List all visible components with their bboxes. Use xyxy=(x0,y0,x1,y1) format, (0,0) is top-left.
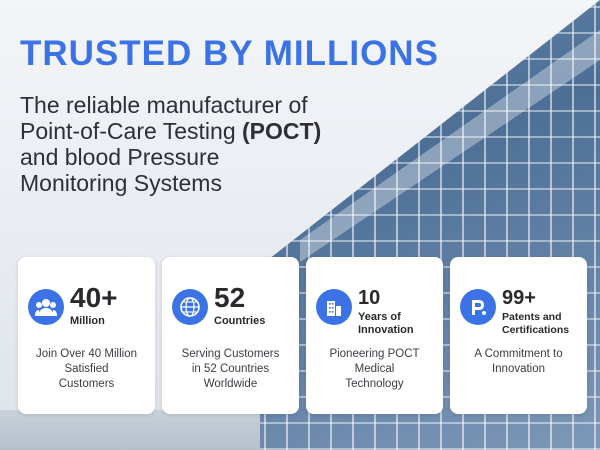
desc-line: Medical xyxy=(354,363,395,375)
stat-card-customers: 40+ Million Join Over 40 Million Satisfi… xyxy=(18,257,155,414)
subhead-line-3: and blood Pressure xyxy=(20,144,220,170)
desc-line: Join Over 40 Million xyxy=(36,348,137,360)
people-icon xyxy=(28,289,64,325)
desc-line: in 52 Countries xyxy=(191,363,270,375)
desc-line: Pioneering POCT xyxy=(329,348,420,360)
stat-card-countries: 52 Countries Serving Customers in 52 Cou… xyxy=(162,257,299,414)
desc-line: Technology xyxy=(345,378,404,390)
stat-card-years: 10 Years of Innovation Pioneering POCT M… xyxy=(306,257,443,414)
patent-icon xyxy=(460,289,496,325)
stat-unit-line: Years of xyxy=(358,311,401,323)
desc-line: Serving Customers xyxy=(181,348,280,360)
subhead-line-1: The reliable manufacturer of xyxy=(20,92,308,118)
desc-line: A Commitment to xyxy=(474,348,563,360)
stat-description: Join Over 40 Million Satisfied Customers xyxy=(24,347,149,392)
stat-value: 10 xyxy=(358,287,381,309)
stat-value: 40+ xyxy=(70,282,118,313)
desc-line: Innovation xyxy=(491,363,546,375)
stat-unit-line: Patents and xyxy=(502,311,562,323)
stat-unit: Countries xyxy=(214,315,265,328)
desc-line: Worldwide xyxy=(203,378,258,390)
subhead-line-4: Monitoring Systems xyxy=(20,170,222,196)
low-building xyxy=(0,410,260,450)
stat-unit-line: Million xyxy=(70,315,105,327)
stat-value: 99+ xyxy=(502,287,536,309)
building-icon xyxy=(316,289,352,325)
stat-unit-line: Countries xyxy=(214,315,266,327)
stat-description: Serving Customers in 52 Countries Worldw… xyxy=(168,347,293,392)
desc-line: Customers xyxy=(58,378,115,390)
stat-unit: Years of Innovation xyxy=(358,311,414,337)
subheadline: The reliable manufacturer of Point-of-Ca… xyxy=(20,92,400,196)
subhead-line-2: Point-of-Care Testing xyxy=(20,118,243,144)
stat-unit: Patents and Certifications xyxy=(502,311,569,337)
desc-line: Satisfied xyxy=(64,363,109,375)
globe-icon xyxy=(172,289,208,325)
stat-value: 52 xyxy=(214,282,246,313)
stat-unit-line: Innovation xyxy=(358,324,414,336)
headline: TRUSTED BY MILLIONS xyxy=(20,34,439,73)
stat-unit: Million xyxy=(70,315,105,328)
stat-card-patents: 99+ Patents and Certifications A Commitm… xyxy=(450,257,587,414)
stat-unit-line: Certifications xyxy=(502,324,570,336)
stat-description: A Commitment to Innovation xyxy=(456,347,581,377)
subhead-poct: (POCT) xyxy=(242,118,322,144)
stat-description: Pioneering POCT Medical Technology xyxy=(312,347,437,392)
